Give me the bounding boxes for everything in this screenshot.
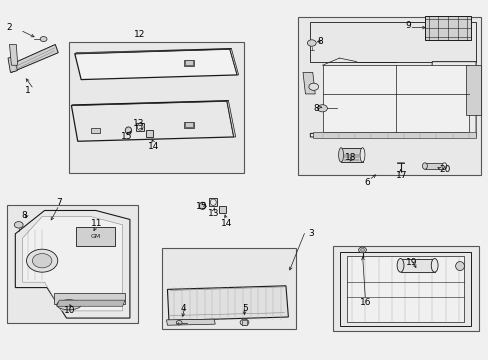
- Ellipse shape: [125, 127, 131, 134]
- Text: 6: 6: [364, 178, 369, 187]
- Text: 10: 10: [64, 306, 76, 315]
- Ellipse shape: [359, 148, 364, 162]
- Text: 4: 4: [180, 303, 185, 312]
- Bar: [146, 130, 153, 137]
- Text: 8: 8: [21, 211, 27, 220]
- Bar: [91, 129, 100, 134]
- Text: 19: 19: [405, 258, 417, 267]
- Ellipse shape: [396, 258, 403, 272]
- Polygon shape: [167, 286, 288, 320]
- Circle shape: [240, 319, 248, 325]
- Polygon shape: [346, 256, 463, 321]
- Ellipse shape: [199, 202, 205, 210]
- Polygon shape: [339, 252, 470, 326]
- Circle shape: [32, 253, 52, 268]
- Ellipse shape: [422, 163, 427, 169]
- Ellipse shape: [441, 163, 446, 169]
- Polygon shape: [312, 132, 475, 138]
- Polygon shape: [75, 48, 231, 54]
- Text: 18: 18: [345, 153, 356, 162]
- Text: 13: 13: [133, 119, 144, 128]
- Polygon shape: [75, 49, 237, 80]
- Bar: [183, 59, 194, 66]
- Polygon shape: [400, 258, 434, 272]
- Ellipse shape: [430, 258, 437, 272]
- Bar: [184, 122, 193, 127]
- Bar: [219, 206, 225, 213]
- Bar: [136, 123, 144, 131]
- Circle shape: [307, 40, 316, 46]
- Polygon shape: [54, 293, 125, 304]
- Polygon shape: [303, 72, 315, 94]
- Text: 15: 15: [121, 132, 132, 141]
- Ellipse shape: [137, 124, 143, 130]
- Text: 17: 17: [395, 171, 407, 180]
- Text: 7: 7: [56, 198, 62, 207]
- Text: 2: 2: [7, 23, 12, 32]
- Bar: [76, 226, 115, 246]
- Circle shape: [358, 247, 366, 253]
- Bar: [69, 42, 244, 173]
- Text: 14: 14: [220, 219, 232, 228]
- Text: 3: 3: [307, 229, 313, 238]
- Polygon shape: [71, 100, 228, 105]
- Text: 14: 14: [148, 142, 159, 151]
- Text: 8: 8: [317, 37, 323, 46]
- Circle shape: [317, 105, 327, 112]
- Text: 11: 11: [90, 219, 102, 228]
- Bar: [209, 198, 217, 206]
- Polygon shape: [15, 211, 130, 318]
- Polygon shape: [57, 300, 125, 306]
- Polygon shape: [322, 65, 468, 132]
- Circle shape: [40, 37, 47, 41]
- Bar: [298, 17, 480, 175]
- Polygon shape: [9, 44, 18, 65]
- Circle shape: [26, 249, 58, 272]
- Bar: [161, 248, 295, 329]
- Text: 13: 13: [207, 209, 219, 218]
- Polygon shape: [310, 22, 475, 62]
- Bar: [241, 320, 247, 325]
- Text: 15: 15: [196, 202, 207, 211]
- Circle shape: [360, 248, 364, 251]
- Ellipse shape: [455, 262, 464, 271]
- Ellipse shape: [210, 199, 216, 206]
- Bar: [6, 205, 138, 323]
- Text: 20: 20: [439, 165, 450, 174]
- Polygon shape: [71, 101, 233, 141]
- Polygon shape: [310, 62, 475, 137]
- Ellipse shape: [338, 148, 343, 162]
- Polygon shape: [8, 56, 17, 72]
- Text: 1: 1: [24, 86, 30, 95]
- Polygon shape: [424, 163, 444, 169]
- Polygon shape: [229, 48, 238, 75]
- Text: 16: 16: [359, 298, 370, 307]
- Text: GM: GM: [90, 234, 101, 239]
- Polygon shape: [22, 217, 122, 311]
- Bar: [183, 122, 194, 128]
- Bar: [332, 246, 478, 331]
- Circle shape: [176, 320, 182, 325]
- Text: 8: 8: [313, 104, 319, 113]
- Bar: [424, 16, 470, 40]
- Circle shape: [14, 222, 23, 228]
- Polygon shape: [340, 148, 362, 162]
- Polygon shape: [166, 319, 215, 325]
- Text: 5: 5: [242, 303, 248, 312]
- Polygon shape: [10, 44, 58, 72]
- Polygon shape: [226, 100, 235, 137]
- Polygon shape: [466, 65, 480, 116]
- Ellipse shape: [57, 300, 81, 310]
- Circle shape: [308, 83, 318, 90]
- Text: 9: 9: [405, 21, 410, 30]
- Text: 12: 12: [134, 30, 145, 39]
- Bar: [184, 60, 193, 65]
